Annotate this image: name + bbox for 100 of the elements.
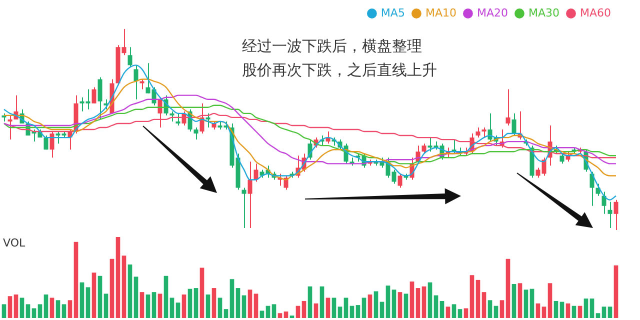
bar <box>350 306 354 318</box>
bar <box>560 302 564 318</box>
candlestick <box>422 143 426 154</box>
bar <box>488 300 492 318</box>
bar <box>188 288 192 318</box>
bar <box>500 300 504 318</box>
bar <box>368 294 372 318</box>
bar <box>254 294 258 318</box>
bar <box>80 282 84 318</box>
bar <box>182 294 186 318</box>
annotation: 股价再次下跌，之后直线上升 <box>242 60 438 79</box>
bar <box>236 288 240 318</box>
candlestick <box>8 114 12 140</box>
bar <box>50 298 54 318</box>
bar <box>68 300 72 318</box>
candlestick <box>590 171 594 206</box>
bar <box>2 304 6 318</box>
bar <box>92 272 96 318</box>
bar <box>260 310 264 318</box>
bar <box>506 258 510 318</box>
bar <box>464 308 468 318</box>
bar <box>14 294 18 318</box>
bar <box>536 303 540 318</box>
candlestick <box>614 199 618 230</box>
annotation: 经过一波下跌后，横盘整理 <box>242 36 422 55</box>
bar <box>470 275 474 318</box>
bar <box>482 292 486 318</box>
bar <box>134 276 138 318</box>
bar <box>434 295 438 318</box>
bar <box>494 306 498 318</box>
bar <box>242 295 246 318</box>
bar <box>56 300 60 318</box>
chart-title: VOL <box>3 236 26 250</box>
legend-label: MA10 <box>425 6 456 20</box>
bar <box>212 288 216 318</box>
bar <box>392 290 396 318</box>
bar <box>590 298 594 318</box>
bar <box>302 300 306 318</box>
bar <box>38 304 42 318</box>
candlestick <box>248 161 252 228</box>
bar <box>548 283 552 318</box>
candlestick <box>92 86 96 104</box>
bar <box>320 286 324 318</box>
candlestick <box>206 112 210 128</box>
bar <box>8 296 12 318</box>
bar <box>74 242 78 318</box>
bar <box>362 298 366 318</box>
candlestick <box>506 88 510 126</box>
bar <box>32 308 36 318</box>
bar <box>374 291 378 318</box>
bar <box>584 298 588 318</box>
bar <box>296 306 300 318</box>
bar <box>608 306 612 318</box>
candlestick <box>194 126 198 140</box>
bar <box>128 264 132 318</box>
bar <box>578 306 582 318</box>
bar <box>332 298 336 318</box>
bar <box>278 313 282 318</box>
candlestick <box>608 201 612 228</box>
candlestick <box>44 135 48 150</box>
legend-label: MA60 <box>580 6 612 20</box>
bar <box>230 279 234 318</box>
legend-label: MA20 <box>476 6 508 20</box>
bar <box>284 312 288 318</box>
legend-label: MA5 <box>380 6 405 20</box>
bar <box>26 304 30 318</box>
candlestick <box>98 76 102 120</box>
bar <box>344 298 348 318</box>
candlestick <box>128 46 132 68</box>
bar <box>122 256 126 318</box>
bar <box>380 302 384 318</box>
bar <box>164 276 168 318</box>
bar <box>206 294 210 318</box>
bar <box>326 298 330 318</box>
bar <box>512 284 516 318</box>
candlestick <box>482 126 486 138</box>
candlestick <box>398 173 402 188</box>
bar <box>416 288 420 318</box>
bar <box>194 288 198 318</box>
bar <box>140 292 144 318</box>
bar <box>398 292 402 318</box>
bar <box>458 309 462 318</box>
bar <box>596 313 600 318</box>
bar <box>356 305 360 318</box>
candlestick <box>134 64 138 100</box>
bar <box>200 268 204 318</box>
bar <box>170 298 174 318</box>
bar <box>386 286 390 318</box>
bar <box>542 306 546 318</box>
bar <box>158 294 162 318</box>
bar <box>98 276 102 318</box>
bar <box>614 265 618 318</box>
bar <box>116 237 120 318</box>
bar <box>452 304 456 318</box>
bar <box>86 287 90 318</box>
bar <box>218 298 222 318</box>
candlestick <box>560 153 564 164</box>
bar <box>476 280 480 318</box>
bar <box>224 309 228 318</box>
bar <box>338 306 342 318</box>
